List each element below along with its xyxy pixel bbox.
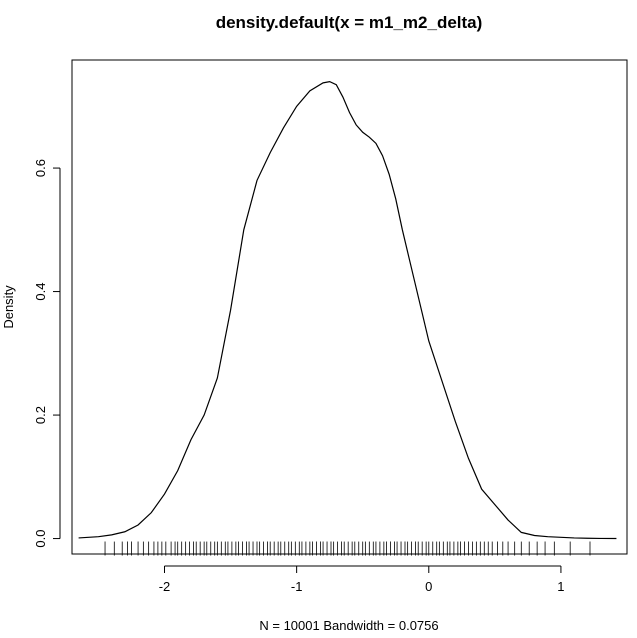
x-tick-label-0: -2 (159, 579, 171, 594)
rug-marks (104, 541, 591, 556)
chart-title: density.default(x = m1_m2_delta) (216, 13, 483, 32)
x-tick-label-2: 0 (425, 579, 432, 594)
y-tick-label-3: 0.6 (33, 159, 48, 177)
y-tick-label-2: 0.4 (33, 283, 48, 301)
x-axis: -2 -1 0 1 (159, 565, 565, 594)
density-curve (78, 80, 617, 540)
x-tick-label-3: 1 (557, 579, 564, 594)
plot-frame (71, 59, 628, 555)
x-tick-label-1: -1 (291, 579, 303, 594)
y-tick-label-1: 0.2 (33, 406, 48, 424)
y-axis: 0.0 0.2 0.4 0.6 (33, 159, 61, 548)
y-tick-label-0: 0.0 (33, 530, 48, 548)
x-axis-label: N = 10001 Bandwidth = 0.0756 (259, 618, 438, 633)
y-axis-label: Density (1, 285, 16, 329)
